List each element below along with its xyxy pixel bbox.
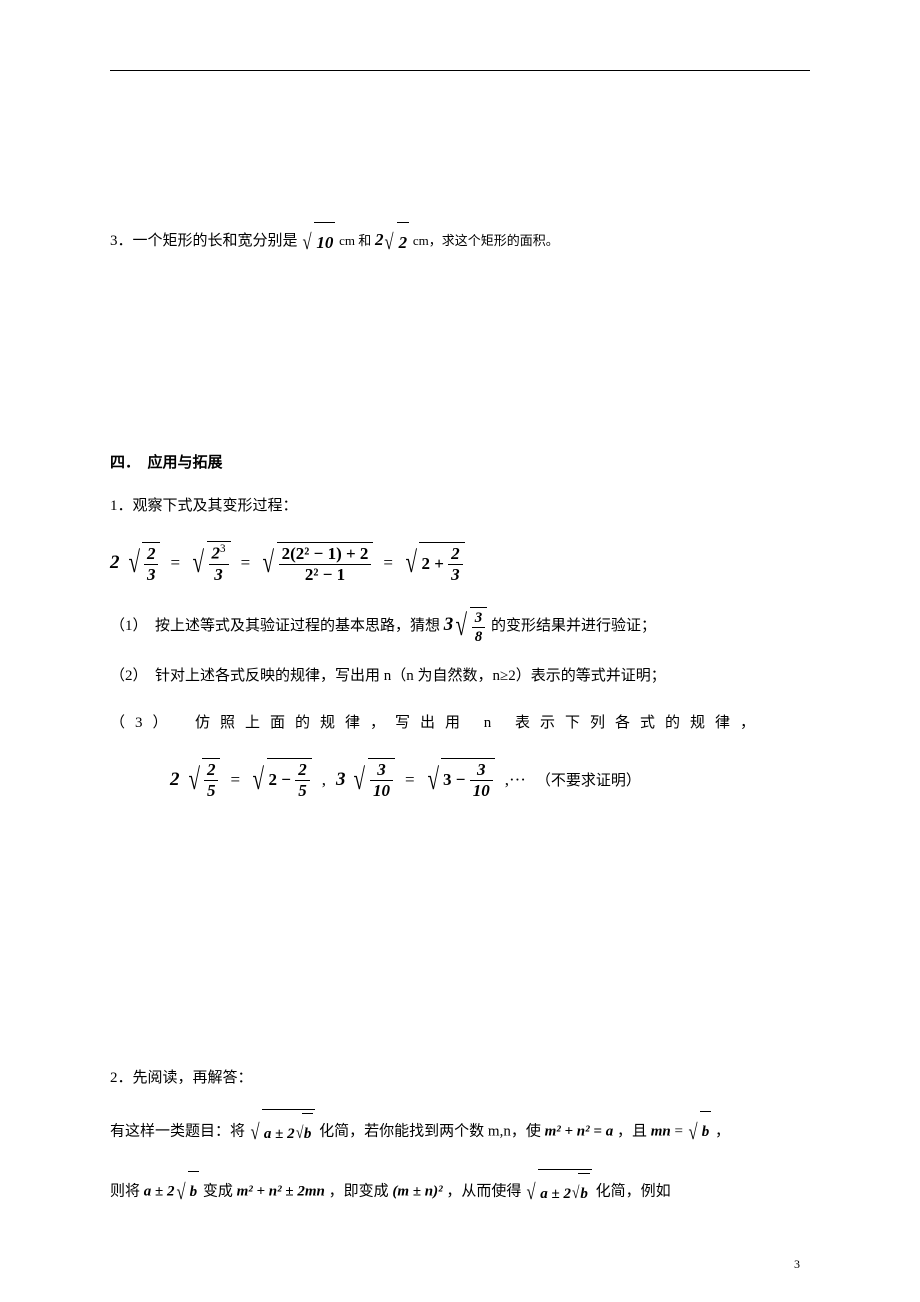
q2-l2a: 则将 — [110, 1183, 140, 1199]
top-rule — [110, 70, 810, 71]
sub3a-coef: 2 — [170, 769, 180, 791]
question-3: 3．一个矩形的长和宽分别是 √10 cm 和 2 √2 cm，求这个矩形的面积。 — [110, 221, 810, 261]
q2-intro: 2．先阅读，再解答： — [110, 1062, 810, 1095]
sub3-tail: （不要求证明） — [536, 769, 641, 790]
eq1-lhs-sqrt: √ 23 — [126, 542, 161, 586]
q2-l2d: ，从而使得 — [446, 1183, 521, 1199]
q2-l2c: ，即变成 — [329, 1183, 389, 1199]
eq1-t2: √ 23 3 — [190, 541, 231, 585]
q2-l1d: ， — [715, 1123, 730, 1139]
equation-sub3: 2 √ 25 = √ 2 − 25 , 3 √ 310 = √ 3 − 310 … — [170, 758, 810, 802]
sub3b-lhs: √ 310 — [351, 758, 394, 802]
sqrt-2: √2 — [383, 222, 409, 261]
q3-text-a: 3．一个矩形的长和宽分别是 — [110, 233, 298, 249]
q2-l1c: ，且 — [617, 1123, 647, 1139]
s4-sub1: （1） 按上述等式及其验证过程的基本思路，猜想 3 √ 38 的变形结果并进行验… — [110, 604, 810, 646]
eq1-lhs-coef: 2 — [110, 552, 120, 574]
sub3b-coef: 3 — [336, 769, 346, 791]
page: 3．一个矩形的长和宽分别是 √10 cm 和 2 √2 cm，求这个矩形的面积。… — [0, 0, 920, 1302]
section-4-title: 四． 应用与拓展 — [110, 451, 810, 472]
sub3b-rhs: √ 3 − 310 — [425, 758, 495, 802]
s4-sub2: （2） 针对上述各式反映的规律，写出用 n（n 为自然数，n≥2）表示的等式并证… — [110, 660, 810, 693]
eq1-t4: √ 2 + 23 — [403, 542, 465, 586]
s4-sub1-tail: 的变形结果并进行验证； — [491, 618, 656, 634]
q2-l1a: 有这样一类题目：将 — [110, 1123, 245, 1139]
eq1-t3: √ 2(2² − 1) + 2 2² − 1 — [260, 542, 373, 586]
q2-l2e: 化简，例如 — [596, 1183, 671, 1199]
q3-text-mid: cm 和 — [339, 233, 371, 248]
q2-expr3-mn: mn — [651, 1123, 671, 1139]
q2-expr4-a: a ± 2 — [144, 1183, 175, 1199]
equation-1: 2 √ 23 = √ 23 3 = √ 2(2² − 1) + 2 2² − — [110, 541, 810, 585]
q2-line2: 则将 a ± 2 √b 变成 m² + n² ± 2mn ，即变成 (m ± n… — [110, 1169, 810, 1215]
q2-expr1: √ a ± 2√b — [249, 1109, 316, 1155]
s4-sub3-label: （3） 仿照上面的规律，写出用 n 表示下列各式的规律， — [110, 707, 810, 740]
page-number: 3 — [794, 1257, 800, 1272]
sub1-coef: 3 — [444, 614, 454, 635]
q2-expr4-sqrt: √b — [175, 1171, 200, 1212]
coef-2: 2 — [375, 230, 384, 249]
q3-text-tail: cm，求这个矩形的面积。 — [413, 233, 559, 248]
q2-expr2: m² + n² = a — [545, 1123, 614, 1139]
sub3a-rhs: √ 2 − 25 — [250, 758, 312, 802]
q2-expr7: √ a ± 2√b — [525, 1169, 592, 1215]
sqrt-10: √10 — [301, 222, 335, 261]
sub3a-lhs: √ 25 — [186, 758, 221, 802]
s4-sub1-label: （1） 按上述等式及其验证过程的基本思路，猜想 — [110, 618, 440, 634]
q2-line1: 有这样一类题目：将 √ a ± 2√b 化简，若你能找到两个数 m,n，使 m²… — [110, 1109, 810, 1155]
sub1-sqrt: √ 38 — [453, 607, 487, 646]
q2-l2b: 变成 — [203, 1183, 233, 1199]
s4-q1-intro: 1．观察下式及其变形过程： — [110, 490, 810, 523]
q2-l1b: 化简，若你能找到两个数 m,n，使 — [319, 1123, 541, 1139]
q2-expr5: m² + n² ± 2mn — [237, 1183, 325, 1199]
q2-expr3-sqrt: √b — [687, 1111, 712, 1152]
q2-expr6: (m ± n)² — [392, 1183, 442, 1199]
